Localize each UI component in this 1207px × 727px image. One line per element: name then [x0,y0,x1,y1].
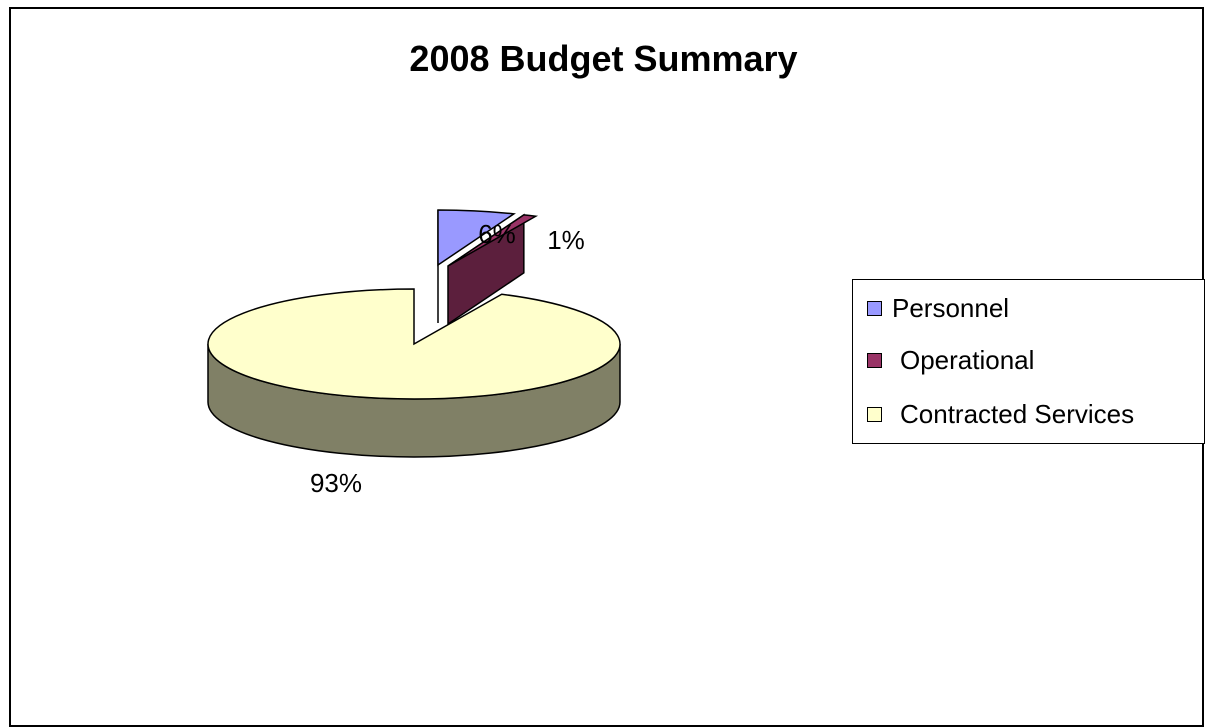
legend-label-contracted-services: Contracted Services [900,398,1135,429]
legend-label-operational: Operational [900,344,1035,375]
legend-swatch-contracted-services [867,406,882,422]
data-label-operational: 1% [547,225,585,255]
legend-item-operational: Operational [867,340,1034,380]
legend-item-contracted-services: Contracted Services [867,394,1134,434]
data-label-personnel: 6% [478,219,516,249]
legend-item-personnel: Personnel [867,288,1009,328]
pie-slice-top-contracted-services [207,288,621,400]
pie-slice-operational [447,213,539,326]
pie-chart: 6% 1% 93% [207,209,621,498]
legend-swatch-operational [867,352,882,368]
pie-slice-top-personnel [437,209,516,267]
pie-slice-personnel [437,209,516,323]
legend-swatch-personnel [867,300,882,316]
legend-label-personnel: Personnel [892,292,1010,323]
legend: Personnel Operational Contracted Service… [852,279,1205,444]
data-label-contracted-services: 93% [310,468,362,498]
pie-slice-top-operational [447,214,539,267]
pie-slice-contracted-services [207,288,621,458]
chart-title: 2008 Budget Summary [409,38,798,79]
